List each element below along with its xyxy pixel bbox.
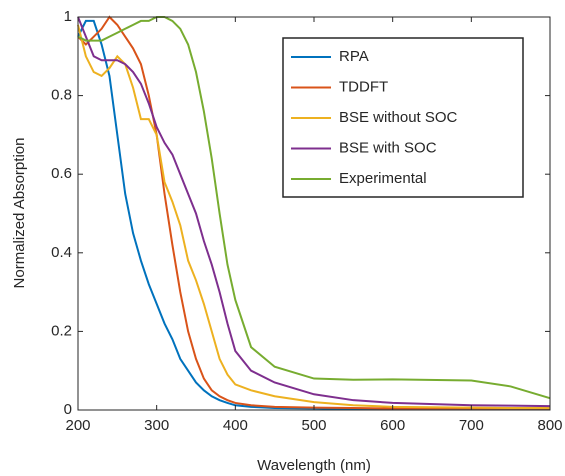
x-tick-label: 500 [301, 417, 326, 434]
legend-label: TDDFT [339, 78, 388, 95]
y-tick-label: 0.2 [51, 322, 72, 339]
x-tick-label: 300 [144, 417, 169, 434]
x-tick-label: 200 [65, 417, 90, 434]
x-tick-label: 700 [459, 417, 484, 434]
y-tick-label: 0.4 [51, 244, 72, 261]
series-line [77, 15, 550, 410]
x-axis-label: Wavelength (nm) [257, 457, 371, 474]
legend: RPA TDDFT BSE without SOC BSE with SOC Exper… [282, 37, 524, 198]
y-tick-label: 0.8 [51, 87, 72, 104]
y-tick-label: 0.6 [51, 165, 72, 182]
series-line [77, 16, 551, 400]
legend-label: RPA [339, 48, 369, 65]
x-tick-label: 600 [380, 417, 405, 434]
series-line [77, 16, 551, 408]
y-tick-label: 1 [64, 8, 72, 25]
legend-label: BSE without SOC [339, 109, 458, 126]
y-tick-label: 0 [64, 401, 72, 418]
legend-label: Experimental [339, 170, 427, 187]
legend-label: BSE with SOC [339, 139, 437, 156]
y-axis-label: Normalized Absorption [11, 138, 28, 289]
x-tick-label: 400 [223, 417, 248, 434]
x-tick-label: 800 [537, 417, 562, 434]
